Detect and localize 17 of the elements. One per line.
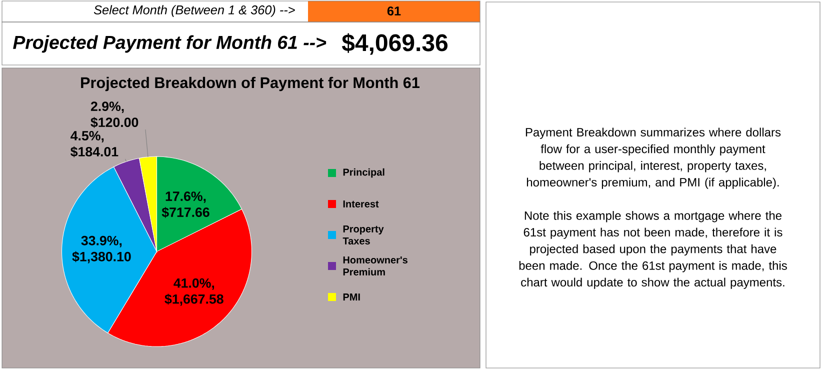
text: Note this example shows a mortgage where the 61st payment has not been made, therefore it is projected based upon the payments that have been made. Once the 61st payment is made, this chart would update to show the actual payments. — [519, 211, 787, 289]
text: $4,069.36 — [342, 33, 448, 55]
legend-label: Principal — [343, 168, 384, 178]
data-label: 33.9%, $1,380.10 — [72, 236, 131, 264]
legend-label: Property Taxes — [342, 226, 384, 244]
text: Payment Breakdown summarizes where dollars flow for a user-specified monthly payment between principal, interest, property taxes, homeowner's premium, and PMI (if applicable). — [526, 128, 781, 189]
chart-title: Projected Breakdown of Payment for Month 61 — [81, 76, 420, 92]
data-label: 17.6%, $717.66 — [162, 192, 210, 218]
data-label: 4.5%, $184.01 — [70, 131, 118, 158]
legend-label: Interest — [343, 200, 379, 208]
data-label: 2.9%, $120.00 — [90, 102, 138, 128]
text: Projected Payment for Month 61 --> — [13, 35, 326, 53]
text: Select Month (Between 1 & 360) --> — [94, 5, 295, 17]
text: 61 — [387, 6, 401, 16]
legend-label: Homeowner's Premium — [343, 256, 408, 276]
data-label: 41.0%, $1,667.58 — [164, 278, 224, 306]
legend-label: PMI — [343, 294, 360, 300]
